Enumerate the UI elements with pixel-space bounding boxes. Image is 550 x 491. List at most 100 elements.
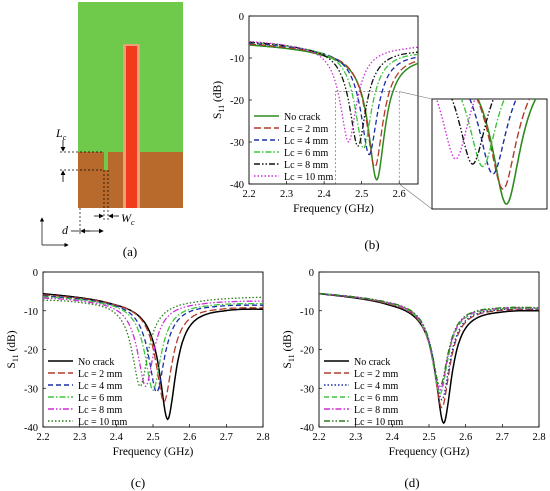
x-tick-label: 2.8 [256, 432, 269, 443]
series-group [319, 292, 539, 425]
x-tick-label: 2.7 [220, 432, 233, 443]
y-axis-label: S11 (dB) [6, 330, 20, 368]
y-tick-label: 0 [309, 268, 314, 279]
y-tick-label: -10 [230, 54, 244, 65]
y-axis-label-main: S [6, 362, 18, 368]
y-tick-label: -20 [230, 96, 244, 107]
y-tick-label: -10 [300, 307, 314, 318]
inset-series-line [476, 99, 531, 190]
legend-entry: Lc = 4 mm [354, 381, 398, 392]
series-line [319, 292, 539, 401]
series-line [319, 292, 539, 409]
series-line [319, 292, 539, 392]
x-tick-label: 2.4 [318, 189, 332, 200]
y-axis-label: S11 (dB) [212, 81, 226, 119]
plot-frame [318, 271, 540, 428]
panel-b-label: (b) [364, 237, 379, 252]
antenna-panel: Lc Wc d (a) [39, 2, 183, 259]
y-tick-label: -20 [300, 346, 314, 357]
zoom-region [335, 91, 400, 185]
panel-d-label: (d) [404, 475, 419, 490]
chart-d: 2.2 2.3 2.4 2.5 2.6 2.7 2.8 0 -10 -20 -30 -40 Freque… [282, 268, 546, 458]
x-tick-label: 2.5 [355, 189, 368, 200]
y-tick-label: -40 [300, 423, 314, 434]
legend-entry: Lc = 10 mm [354, 417, 403, 428]
series-line [43, 296, 263, 392]
plot-frame [248, 15, 419, 185]
panel-c-label: (c) [131, 475, 145, 490]
y-tick-label: 0 [239, 12, 244, 23]
y-tick-label: -40 [24, 423, 38, 434]
legend-entry: Lc = 10 mm [78, 417, 127, 428]
x-tick-label: 2.3 [73, 432, 86, 443]
y-axis-label-sub: 11 [287, 354, 296, 362]
panel-a-label: (a) [123, 244, 137, 259]
x-tick-label: 2.2 [36, 432, 49, 443]
series-line [43, 292, 263, 421]
series-line [319, 292, 539, 388]
x-axis-label: Frequency (GHz) [113, 446, 194, 458]
lc-label: Lc [55, 126, 67, 142]
y-axis-label-main: S [212, 113, 224, 119]
inset-series-line [476, 99, 537, 205]
y-tick-label: 0 [33, 268, 38, 279]
series-line [249, 43, 418, 168]
x-tick-label: 2.6 [393, 189, 406, 200]
inset-series-group [435, 99, 537, 205]
inset-series-line [435, 99, 476, 160]
x-axis-label: Frequency (GHz) [293, 203, 374, 215]
y-tick-label: -30 [230, 138, 244, 149]
legend-entry: Lc = 6 mm [284, 148, 328, 159]
y-axis-label-unit: (dB) [6, 330, 18, 354]
y-axis-label-main: S [282, 362, 294, 368]
legend-entry: Lc = 8 mm [78, 405, 122, 416]
legend-entry: Lc = 2 mm [354, 369, 398, 380]
series-line [249, 40, 418, 143]
series-line [249, 41, 418, 147]
d-label: d [62, 223, 69, 237]
x-tick-label: 2.4 [386, 432, 400, 443]
x-tick-label: 2.2 [312, 432, 325, 443]
x-tick-label: 2.3 [349, 432, 362, 443]
y-axis-label-unit: (dB) [212, 81, 224, 105]
legend-entry: Lc = 8 mm [284, 160, 328, 171]
series-line [249, 44, 418, 181]
chart-c: 2.2 2.3 2.4 2.5 2.6 2.7 2.8 0 -10 -20 -30 -40 Freque… [6, 268, 270, 458]
x-tick-label: 2.3 [280, 189, 293, 200]
legend-entry: No crack [78, 357, 114, 368]
x-tick-label: 2.7 [496, 432, 509, 443]
series-line [319, 293, 539, 425]
y-tick-label: -20 [24, 346, 38, 357]
legend-entry: Lc = 4 mm [284, 136, 328, 147]
inset-series-line [469, 99, 517, 175]
series-line [43, 294, 263, 403]
legend-entry: Lc = 6 mm [354, 393, 398, 404]
legend-entry: Lc = 10 mm [284, 172, 333, 183]
legend-entry: Lc = 4 mm [78, 381, 122, 392]
x-tick-label: 2.5 [422, 432, 435, 443]
series-line [249, 41, 418, 149]
legend-entry: Lc = 8 mm [354, 405, 398, 416]
series-line [249, 42, 418, 156]
zoom-connector [399, 183, 433, 210]
y-axis-label-sub: 11 [217, 105, 226, 113]
x-tick-label: 2.5 [146, 432, 159, 443]
x-tick-label: 2.4 [110, 432, 124, 443]
y-tick-label: -10 [24, 307, 38, 318]
feed-line [126, 46, 137, 208]
x-tick-label: 2.2 [242, 189, 255, 200]
legend-entry: Lc = 2 mm [284, 124, 328, 135]
y-tick-label: -30 [24, 384, 38, 395]
x-tick-label: 2.8 [532, 432, 545, 443]
series-group [249, 40, 418, 181]
legend-entry: No crack [284, 112, 320, 123]
legend-entry: No crack [354, 357, 390, 368]
y-axis-label-unit: (dB) [282, 330, 294, 354]
crack-slot [104, 152, 108, 170]
legend-entry: Lc = 2 mm [78, 369, 122, 380]
y-tick-label: -40 [230, 180, 244, 191]
